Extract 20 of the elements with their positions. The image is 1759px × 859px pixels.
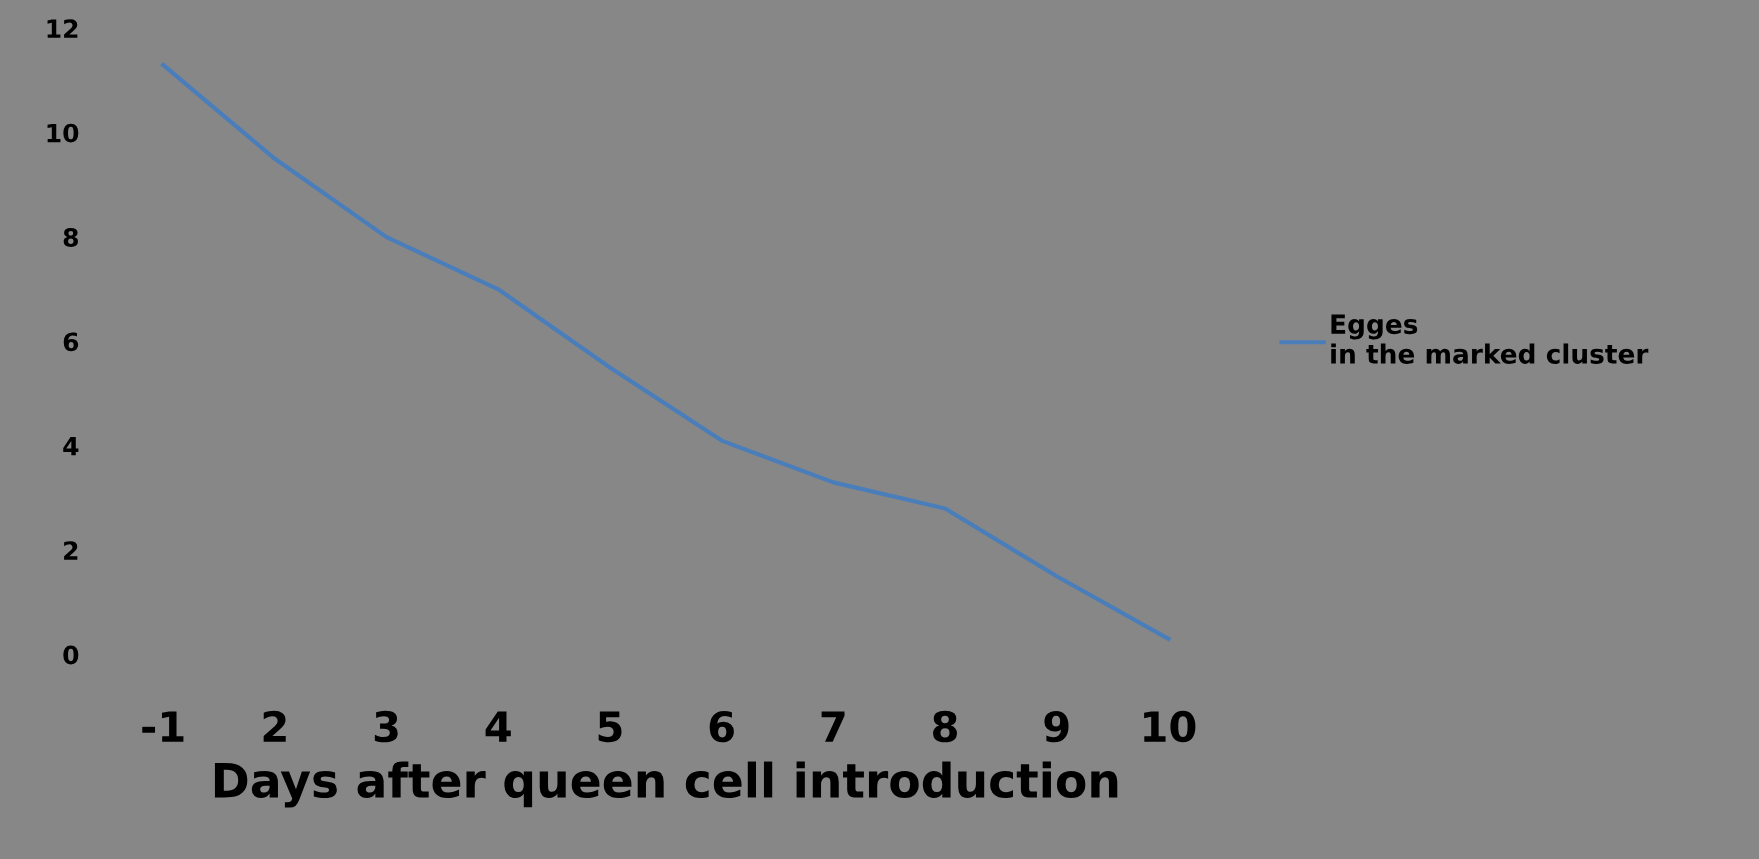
x-tick-label: 5 (598, 711, 622, 743)
x-tick-label: 2 (263, 710, 286, 742)
x-tick-label: 6 (709, 710, 734, 743)
y-tick-label: 6 (63, 332, 79, 352)
x-axis-title: Days after queen cell introduction (214, 761, 1118, 808)
line-series (161, 62, 1171, 641)
x-tick-label: 9 (1044, 710, 1069, 743)
x-tick-label: -1 (142, 711, 184, 742)
x-tick-label: 8 (933, 710, 957, 743)
y-tick-label: 12 (47, 19, 78, 38)
y-tick-label: 8 (63, 228, 78, 247)
legend-label: Egges in the marked cluster (1331, 314, 1649, 364)
y-tick-label: 2 (64, 541, 78, 560)
x-tick-label: 3 (374, 710, 398, 743)
x-tick-label: 4 (485, 711, 511, 742)
x-tick-label: 10 (1144, 710, 1196, 743)
y-tick-label: 4 (63, 437, 79, 456)
y-tick-label: 0 (63, 645, 79, 665)
y-tick-label: 10 (47, 123, 79, 143)
x-tick-label: 7 (821, 711, 845, 742)
